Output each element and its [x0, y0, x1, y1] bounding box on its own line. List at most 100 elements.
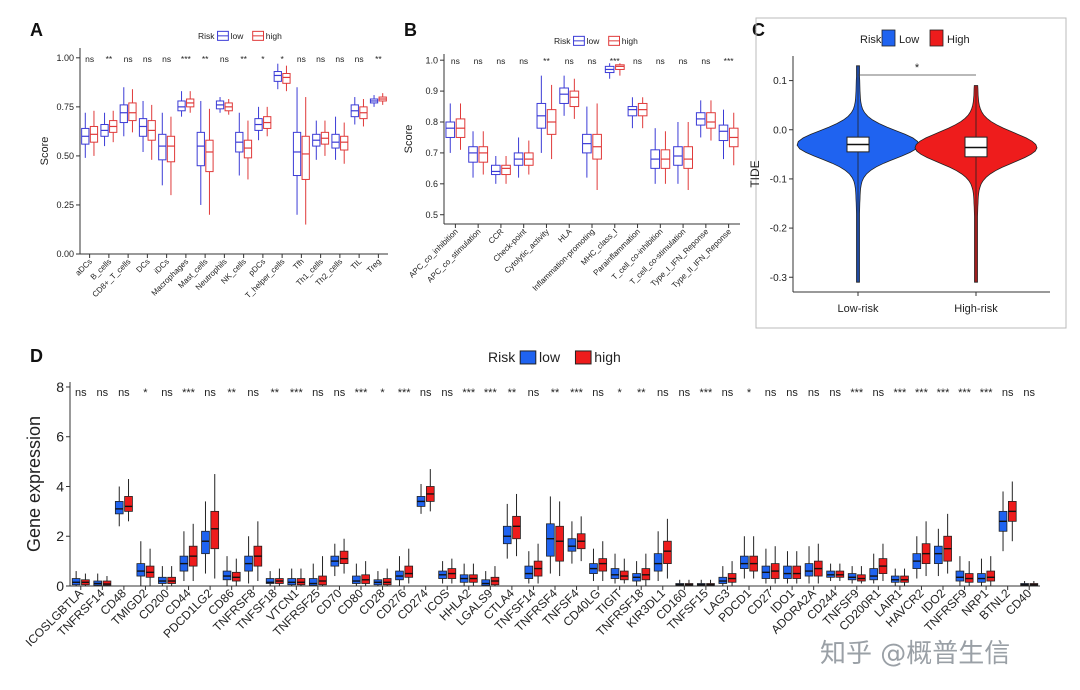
significance-label: **	[637, 387, 646, 399]
significance-label: ns	[355, 54, 364, 64]
y-axis-label: Gene expression	[24, 416, 44, 552]
y-tick-label: 6	[56, 429, 64, 445]
legend-swatch-Low	[881, 29, 896, 47]
y-tick-label: 1.0	[425, 55, 438, 65]
y-tick-label: 1.00	[56, 53, 74, 63]
significance-label: ***	[937, 387, 951, 399]
y-axis-label: TIDE	[748, 160, 762, 187]
significance-label: ns	[204, 387, 216, 399]
legend-title: Risk	[860, 34, 882, 46]
box-low	[718, 124, 729, 142]
y-tick-label: 0.50	[56, 151, 74, 161]
box-low	[627, 106, 638, 117]
box-low	[196, 131, 205, 167]
significance-label: ***	[181, 54, 192, 64]
significance-label: ns	[765, 387, 777, 399]
box-low	[114, 501, 124, 515]
y-tick-label: 0.5	[425, 210, 438, 220]
y-tick-label: 8	[56, 379, 64, 395]
box-low	[308, 578, 318, 586]
y-axis-label: Score	[403, 125, 415, 154]
box-low	[265, 578, 275, 584]
legend-title: Risk	[488, 349, 516, 365]
box-high	[340, 135, 349, 151]
significance-label: ns	[1002, 387, 1014, 399]
box-high	[615, 64, 625, 70]
significance-label: ns	[420, 387, 432, 399]
y-tick-label: 0.6	[425, 179, 438, 189]
box-high	[792, 565, 802, 579]
box-low	[783, 565, 792, 579]
significance-label: ***	[355, 387, 369, 399]
y-tick-label: 0.75	[56, 102, 74, 112]
box-low	[546, 523, 555, 557]
significance-label: ns	[297, 54, 306, 64]
box-low	[445, 121, 456, 138]
significance-label: ns	[701, 56, 710, 66]
box-high	[683, 146, 694, 169]
significance-label: ns	[143, 54, 152, 64]
significance-label: **	[227, 387, 236, 399]
panel-letter-c: C	[752, 20, 765, 40]
box-high	[706, 112, 716, 129]
significance-label: ns	[124, 54, 133, 64]
y-tick-label: 0.0	[773, 125, 787, 136]
box-low	[177, 100, 186, 112]
legend-entry-High: High	[947, 34, 970, 46]
box-high	[210, 510, 220, 550]
y-tick-label: 0.25	[56, 200, 74, 210]
box-high	[555, 525, 564, 562]
box-low	[502, 525, 512, 545]
y-tick-label: 0.1	[773, 76, 787, 87]
significance-label: ns	[161, 387, 173, 399]
box-low	[481, 579, 490, 586]
significance-label: ns	[633, 56, 642, 66]
significance-label: ns	[656, 56, 665, 66]
significance-label: ***	[980, 387, 994, 399]
legend-entry-low: low	[231, 31, 245, 41]
box-low	[567, 538, 577, 552]
box-low	[653, 553, 663, 572]
panel-c-chart: 0.1 0.0 -0.1 -0.2 -0.3 TIDE Low-risk High-risk *…	[748, 29, 1050, 315]
box-low	[490, 164, 501, 176]
significance-label: ***	[850, 387, 864, 399]
significance-label: ***	[893, 387, 907, 399]
significance-label: ***	[182, 387, 196, 399]
significance-label: ***	[290, 387, 304, 399]
box-high	[166, 135, 176, 163]
legend-title: Risk	[554, 36, 571, 46]
x-tick-label: TIL	[349, 257, 364, 272]
y-tick-label: 2	[56, 528, 64, 544]
significance-label: ***	[915, 387, 929, 399]
significance-label: ns	[679, 56, 688, 66]
legend-entry-high: high	[594, 349, 620, 365]
significance-label: ns	[441, 387, 453, 399]
significance-label: ns	[679, 387, 691, 399]
significance-label: ns	[873, 387, 885, 399]
box-low	[468, 146, 478, 163]
significance-label: ns	[519, 56, 528, 66]
x-tick-label: CD40	[1003, 586, 1035, 618]
box-low	[740, 555, 749, 569]
box-low	[292, 131, 302, 177]
box-high	[282, 73, 291, 84]
box-low	[559, 87, 569, 104]
significance-label: ***	[610, 56, 621, 66]
box-high	[501, 164, 511, 176]
box-high	[301, 135, 310, 180]
legend-entry-low: low	[587, 36, 601, 46]
significance-label: **	[375, 54, 382, 64]
legend-entry-Low: Low	[899, 34, 919, 46]
significance-label: *	[143, 387, 148, 399]
box-high	[478, 146, 489, 163]
box-high	[339, 550, 349, 565]
significance-label: ns	[312, 387, 324, 399]
x-tick-label: DCs	[134, 257, 151, 274]
box-low	[119, 104, 128, 124]
significance-label: ***	[699, 387, 713, 399]
significance-label: **	[551, 387, 560, 399]
significance-label: ns	[335, 54, 344, 64]
significance-label: ns	[657, 387, 669, 399]
x-tick-label: CCR	[487, 227, 506, 246]
significance-label: ***	[462, 387, 476, 399]
